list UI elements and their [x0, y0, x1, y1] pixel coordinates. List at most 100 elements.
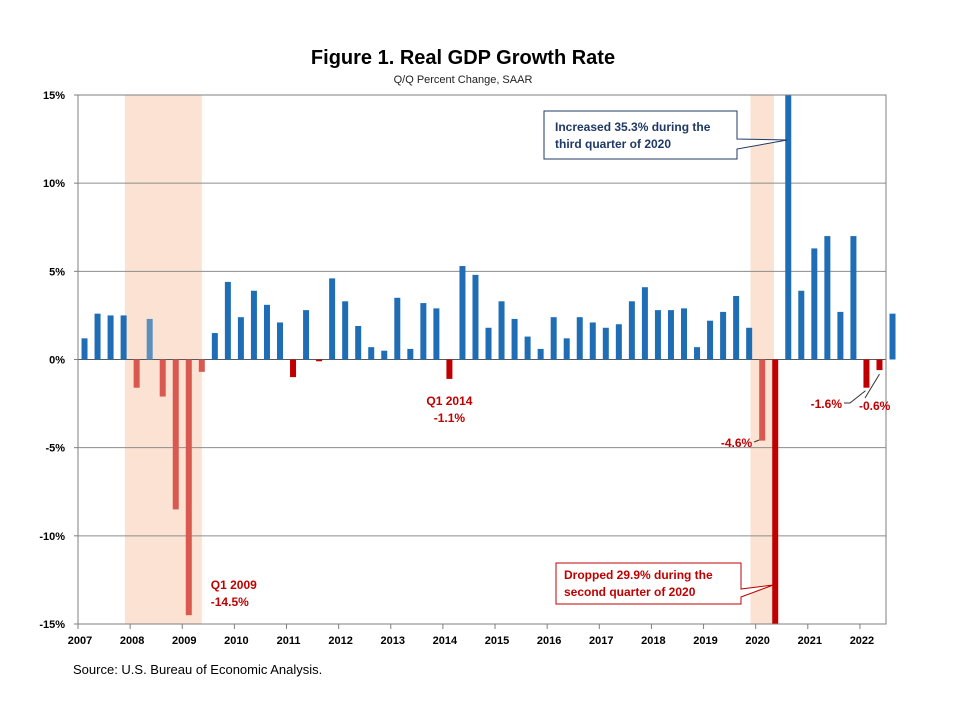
x-tick-label: 2013 [381, 635, 405, 647]
bar [420, 303, 427, 360]
bar [94, 313, 101, 360]
y-tick-label: 15% [43, 90, 65, 102]
bar [211, 333, 218, 360]
bar [433, 308, 440, 360]
bar [837, 311, 844, 360]
bar [263, 304, 270, 360]
bar [641, 287, 648, 360]
bar [785, 95, 792, 360]
leader-line [754, 439, 760, 443]
annotations: Q1 2009 -14.5% Q1 2014 -1.1% -4.6% -1.6% -0.6%… [211, 110, 891, 609]
bar [172, 359, 179, 510]
annotation-q1-2020: -4.6% [721, 436, 753, 450]
x-tick-label: 2012 [328, 635, 352, 647]
bar [303, 310, 310, 360]
y-tick-label: 10% [43, 178, 65, 190]
bar [798, 290, 805, 360]
chart-title: Figure 1. Real GDP Growth Rate [311, 47, 615, 69]
bar [759, 359, 766, 441]
bar [198, 359, 205, 372]
bar [472, 274, 479, 360]
bar [654, 310, 661, 360]
bar [615, 324, 622, 360]
bar [550, 317, 557, 360]
x-tick-label: 2014 [433, 635, 458, 647]
x-tick-label: 2016 [537, 635, 561, 647]
bar [824, 236, 831, 360]
bar [394, 297, 401, 360]
x-tick-label: 2021 [798, 635, 822, 647]
annotation-q2-2022: -0.6% [859, 399, 891, 413]
bar [511, 318, 518, 360]
bar [290, 359, 297, 378]
bar [733, 296, 740, 360]
bar [159, 359, 166, 397]
gridlines [78, 182, 886, 537]
bar [81, 338, 88, 360]
bar [720, 311, 727, 360]
bar [446, 359, 453, 379]
bar [250, 290, 257, 360]
callout-text-drop: Dropped 29.9% during the second quarter o… [564, 568, 713, 599]
bar [667, 310, 674, 360]
y-tick-label: 5% [49, 266, 65, 278]
bar [133, 359, 140, 388]
bar [381, 350, 388, 360]
bar [602, 327, 609, 360]
bars [81, 95, 896, 624]
bar [224, 281, 231, 360]
bar [876, 359, 883, 371]
bar [694, 347, 701, 360]
x-tick-label: 2018 [641, 635, 665, 647]
bar [746, 327, 753, 360]
x-tick-label: 2019 [693, 635, 717, 647]
x-axis-ticks: 2007 2008 2009 2010 2011 2012 2013 2014 2015 2016… [68, 624, 874, 647]
bar [277, 322, 283, 360]
bar [850, 236, 857, 360]
x-tick-label: 2010 [224, 635, 248, 647]
bar [368, 347, 375, 360]
bar [563, 338, 570, 360]
x-tick-label: 2009 [172, 635, 196, 647]
bar [498, 301, 505, 360]
y-tick-label: -10% [39, 531, 65, 543]
bar [342, 301, 349, 360]
bar [524, 336, 531, 360]
x-tick-label: 2008 [120, 635, 144, 647]
bar [107, 315, 114, 360]
bar [237, 317, 244, 360]
bar [537, 348, 544, 360]
bar [316, 359, 323, 362]
bar [681, 308, 687, 360]
leader-line [864, 373, 880, 399]
y-axis-ticks: 15% 10% 5% 0% -5% -10% -15% [39, 90, 78, 631]
bar [628, 301, 635, 360]
bar [146, 318, 153, 360]
bar [329, 278, 336, 360]
bar [811, 248, 818, 360]
annotation-q1-2014: Q1 2014 -1.1% [426, 394, 472, 425]
y-tick-label: -15% [39, 619, 65, 631]
leader-line [844, 390, 866, 404]
bar [120, 315, 127, 360]
bar [772, 359, 779, 624]
x-tick-label: 2015 [485, 635, 509, 647]
source-note: Source: U.S. Bureau of Economic Analysis… [73, 662, 322, 677]
callout-box-drop [555, 562, 774, 605]
bar [576, 317, 583, 360]
annotation-q1-2022: -1.6% [811, 397, 843, 411]
x-tick-label: 2020 [745, 635, 769, 647]
bar [707, 320, 714, 360]
bar [863, 359, 870, 388]
bar [485, 327, 492, 360]
callout-box-increase [543, 110, 788, 160]
bar [355, 325, 362, 360]
x-tick-label: 2017 [589, 635, 613, 647]
x-tick-label: 2007 [68, 635, 92, 647]
callout-text-increase: Increased 35.3% during the third quarter … [555, 120, 711, 151]
bar [589, 322, 596, 360]
annotation-q1-2009: Q1 2009 -14.5% [211, 578, 257, 609]
chart-subtitle: Q/Q Percent Change, SAAR [394, 74, 533, 86]
x-tick-label: 2022 [850, 635, 874, 647]
